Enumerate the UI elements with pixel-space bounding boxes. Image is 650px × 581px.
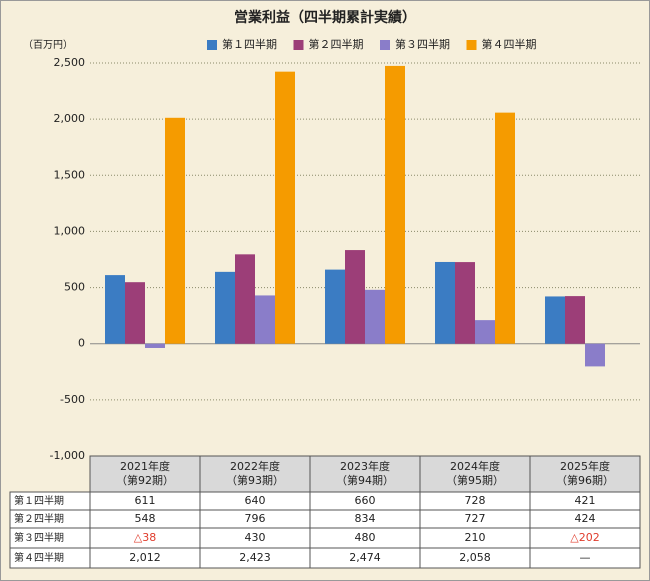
y-tick-label: 0 <box>78 337 85 350</box>
bar <box>385 65 405 344</box>
bar <box>165 117 185 344</box>
table-cell <box>529 547 641 569</box>
x-tick-label: 2025年度 <box>560 459 610 473</box>
table-row-label: 第２四半期 <box>14 512 64 525</box>
y-tick-label: 500 <box>64 281 85 294</box>
table-value: △38 <box>134 531 156 544</box>
bar <box>105 275 125 344</box>
bar <box>215 271 235 344</box>
table-value: 430 <box>245 531 266 544</box>
table-value: 2,012 <box>129 551 161 564</box>
legend-swatch <box>380 40 390 50</box>
bar <box>495 112 515 344</box>
bar <box>455 262 475 344</box>
y-tick-label: 1,000 <box>54 224 86 237</box>
table-value: 548 <box>135 512 156 525</box>
table-value: 611 <box>135 494 156 507</box>
table-value: 2,474 <box>349 551 381 564</box>
x-tick-label: 2023年度 <box>340 459 390 473</box>
table-value: 2,058 <box>459 551 491 564</box>
chart-title: 営業利益（四半期累計実績） <box>234 9 416 26</box>
bar <box>585 343 605 367</box>
table-row-label: 第１四半期 <box>14 494 64 507</box>
x-tick-label: （第96期） <box>556 473 614 487</box>
table-value: 728 <box>465 494 486 507</box>
x-tick-label: 2022年度 <box>230 459 280 473</box>
legend-swatch <box>293 40 304 50</box>
table-value: 421 <box>575 494 596 507</box>
table-value: 424 <box>575 512 596 525</box>
bar <box>345 250 365 344</box>
y-tick-label: -500 <box>60 393 85 406</box>
table-value: 2,423 <box>239 551 271 564</box>
x-tick-label: （第93期） <box>226 473 284 487</box>
y-unit: （百万円） <box>23 39 73 51</box>
table-value: △202 <box>570 531 599 544</box>
table-value: 834 <box>355 512 376 525</box>
legend-swatch <box>466 40 477 50</box>
bar <box>565 296 585 344</box>
bar <box>545 296 565 344</box>
x-tick-label: （第94期） <box>336 473 394 487</box>
legend-label: 第２四半期 <box>309 37 364 51</box>
bar <box>125 282 145 344</box>
table-header-cell <box>89 455 201 493</box>
bar <box>435 261 455 344</box>
legend-label: 第１四半期 <box>222 37 277 51</box>
y-tick-label: -1,000 <box>50 449 85 462</box>
legend-label: 第４四半期 <box>482 37 537 51</box>
y-tick-label: 2,500 <box>54 56 86 69</box>
bar <box>235 254 255 344</box>
y-tick-label: 2,000 <box>54 112 86 125</box>
table-value: 660 <box>355 494 376 507</box>
table-row-label: 第３四半期 <box>14 531 64 544</box>
x-tick-label: （第95期） <box>446 473 504 487</box>
bar <box>255 295 275 344</box>
legend-swatch <box>207 40 217 50</box>
table-value: 480 <box>355 531 376 544</box>
bar <box>325 269 345 344</box>
bar <box>475 320 495 344</box>
bar <box>275 71 295 344</box>
table-value: 210 <box>465 531 486 544</box>
x-tick-label: （第92期） <box>116 473 174 487</box>
bar <box>145 343 165 348</box>
table-value: 727 <box>465 512 486 525</box>
table-header-cell <box>529 455 641 493</box>
x-tick-label: 2021年度 <box>120 459 170 473</box>
table-value: 640 <box>245 494 266 507</box>
table-value: — <box>580 551 591 564</box>
y-tick-label: 1,500 <box>54 168 86 181</box>
table-value: 796 <box>245 512 266 525</box>
legend-label: 第３四半期 <box>395 37 450 51</box>
bar <box>365 289 385 344</box>
x-tick-label: 2024年度 <box>450 459 500 473</box>
table-row-label: 第４四半期 <box>14 551 64 564</box>
